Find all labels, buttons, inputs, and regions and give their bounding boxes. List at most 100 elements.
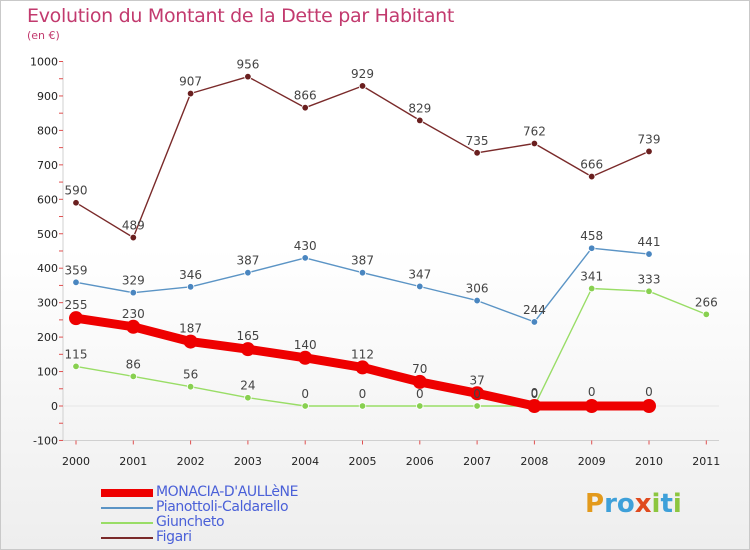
data-point <box>527 399 542 413</box>
legend-label: MONACIA-D'AULLèNE <box>156 484 299 500</box>
data-label: 0 <box>359 387 367 401</box>
data-label: 333 <box>638 272 661 286</box>
y-tick-label: 0 <box>51 400 58 413</box>
data-point <box>244 394 252 402</box>
data-point <box>588 244 596 252</box>
x-tick-label: 2007 <box>463 455 491 468</box>
data-label: 387 <box>236 254 259 268</box>
data-point <box>473 402 481 410</box>
data-point <box>301 103 309 112</box>
chart-axes <box>59 61 719 445</box>
y-tick-label: 900 <box>37 90 58 103</box>
data-point <box>355 360 370 375</box>
data-label: 762 <box>523 124 546 138</box>
series-points <box>69 72 710 413</box>
data-point <box>416 402 424 410</box>
x-tick-label: 2003 <box>234 455 262 468</box>
data-label: 387 <box>351 254 374 268</box>
data-label: 347 <box>408 267 431 281</box>
data-label: 244 <box>523 303 546 317</box>
data-point <box>72 199 80 207</box>
y-tick-label: 200 <box>37 331 58 344</box>
data-label: 341 <box>580 270 603 284</box>
data-label: 255 <box>65 298 88 312</box>
data-label: 489 <box>122 219 145 233</box>
data-point <box>530 318 539 326</box>
legend-label: Pianottoli-Caldarello <box>156 499 289 515</box>
data-point <box>473 296 481 305</box>
data-label: 266 <box>695 295 718 309</box>
y-tick-labels: -100 0 100 200 300 400 500 600 700 800 900 1000 <box>30 56 58 448</box>
data-label: 70 <box>412 362 427 376</box>
data-label: 0 <box>645 385 653 399</box>
data-label: 140 <box>294 338 317 352</box>
data-point <box>412 374 427 389</box>
legend-swatch <box>101 507 153 509</box>
data-label: 929 <box>351 67 374 81</box>
chart-title: Evolution du Montant de la Dette par Hab… <box>27 5 455 27</box>
data-point <box>186 283 195 291</box>
data-label: 56 <box>183 368 198 382</box>
data-label: 306 <box>466 282 489 296</box>
data-label: 0 <box>531 386 539 400</box>
y-tick-label: 700 <box>37 159 58 172</box>
data-point <box>530 139 539 148</box>
data-label: 829 <box>408 101 431 115</box>
data-label: 441 <box>638 235 661 249</box>
legend-label: Giuncheto <box>156 514 225 530</box>
x-tick-label: 2006 <box>406 455 434 468</box>
data-point <box>301 254 309 262</box>
data-point <box>645 287 653 295</box>
x-tick-label: 2001 <box>119 455 147 468</box>
series-lines <box>71 75 707 411</box>
data-point <box>69 311 83 326</box>
data-point <box>240 342 255 357</box>
data-point <box>470 386 485 401</box>
data-label: 112 <box>351 347 374 361</box>
data-point <box>702 310 710 319</box>
data-label: 590 <box>65 184 88 198</box>
data-point <box>416 282 424 291</box>
data-label: 866 <box>294 89 317 103</box>
data-label: 0 <box>416 387 424 401</box>
data-point <box>129 233 137 242</box>
y-tick-label: 600 <box>37 193 58 206</box>
data-label: 346 <box>179 268 202 282</box>
data-point <box>126 319 141 334</box>
data-label: 24 <box>240 379 255 393</box>
data-point <box>244 268 252 277</box>
data-label: 165 <box>236 329 259 343</box>
data-point <box>186 383 195 391</box>
data-label: 329 <box>122 274 145 288</box>
data-point <box>72 278 80 287</box>
y-tick-label: 300 <box>37 297 58 310</box>
legend-swatch <box>101 489 153 497</box>
data-label: 230 <box>122 307 145 321</box>
data-point <box>72 362 80 371</box>
x-tick-label: 2010 <box>635 455 663 468</box>
legend-label: Figari <box>156 529 192 545</box>
legend-swatch <box>101 522 153 524</box>
y-tick-label: 1000 <box>30 56 58 69</box>
y-tick-label: 100 <box>37 366 58 379</box>
data-label: 739 <box>638 132 661 146</box>
data-point <box>301 402 309 410</box>
data-label: 0 <box>473 387 481 401</box>
data-labels: 590 489 907 956 866 929 829 735 762 666 739 359 329 3… <box>65 58 718 401</box>
proxiti-logo: Proxiti <box>585 489 682 519</box>
data-label: 0 <box>531 387 539 401</box>
data-label: 0 <box>588 385 596 399</box>
data-point <box>358 82 367 90</box>
data-label: 86 <box>126 357 141 371</box>
x-tick-label: 2004 <box>291 455 319 468</box>
x-tick-label: 2008 <box>520 455 548 468</box>
data-label: 458 <box>580 229 603 243</box>
y-tick-label: 800 <box>37 124 58 137</box>
data-point <box>416 116 424 125</box>
data-label: 666 <box>580 158 603 172</box>
data-label: 956 <box>236 58 259 72</box>
y-tick-label: 500 <box>37 228 58 241</box>
data-label: 37 <box>469 373 484 387</box>
data-label: 430 <box>294 239 317 253</box>
